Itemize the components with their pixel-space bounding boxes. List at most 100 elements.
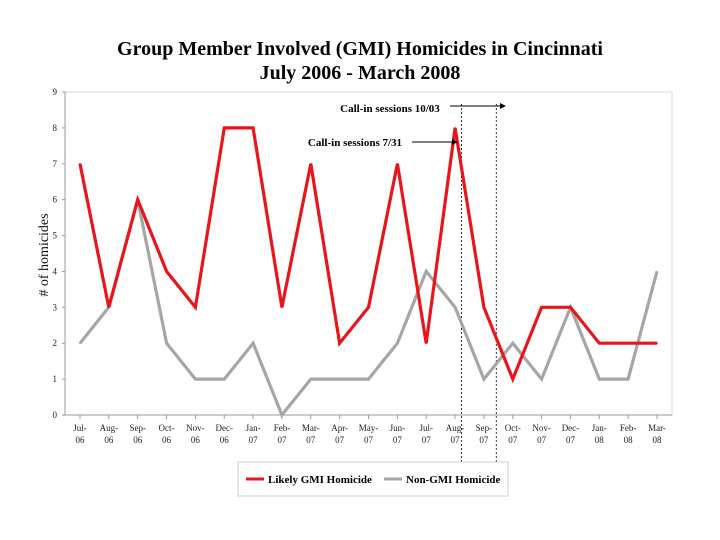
x-tick-label-year-14: 07	[479, 435, 489, 445]
x-tick-label-month-13: Aug-	[446, 423, 465, 433]
point-likely-gmi-3	[165, 270, 168, 273]
x-tick-label-month-20: Mar-	[648, 423, 666, 433]
point-non-gmi-8	[310, 378, 312, 380]
legend-label-non-gmi: Non-GMI Homicide	[406, 474, 501, 486]
x-tick-label-month-8: Mar-	[302, 423, 320, 433]
x-tick-label-year-4: 06	[191, 435, 201, 445]
legend-box	[237, 461, 509, 497]
point-likely-gmi-6	[252, 127, 254, 129]
x-tick-label-year-6: 07	[249, 435, 259, 445]
point-likely-gmi-2	[136, 198, 139, 201]
y-tick-label-0: 0	[53, 410, 58, 420]
point-non-gmi-18	[598, 378, 601, 380]
annotation-call-in-10-03: Call-in sessions 10/03	[340, 103, 506, 115]
point-likely-gmi-1	[108, 306, 110, 309]
point-likely-gmi-13	[454, 127, 456, 129]
chart-title-line-1: Group Member Involved (GMI) Homicides in…	[117, 38, 603, 60]
y-tick-label-6: 6	[53, 195, 58, 205]
point-non-gmi-16	[540, 378, 543, 380]
point-likely-gmi-12	[425, 342, 428, 345]
point-non-gmi-19	[627, 378, 629, 380]
point-non-gmi-4	[194, 378, 197, 380]
x-tick-label-year-3: 06	[162, 435, 172, 445]
x-tick-label-month-14: Sep-	[476, 423, 493, 433]
point-non-gmi-7	[281, 414, 283, 416]
x-tick-label-month-3: Oct-	[159, 423, 175, 433]
y-tick-label-1: 1	[53, 374, 58, 384]
point-likely-gmi-8	[310, 162, 312, 165]
y-tick-label-5: 5	[53, 231, 58, 241]
y-tick-label-9: 9	[53, 87, 58, 97]
x-tick-label-year-2: 06	[133, 435, 143, 445]
annotation-call-in-7-31: Call-in sessions 7/31	[308, 137, 458, 149]
point-non-gmi-9	[338, 378, 341, 380]
x-tick-label-year-11: 07	[393, 435, 403, 445]
x-tick-label-month-2: Sep-	[129, 423, 146, 433]
x-tick-label-year-16: 07	[537, 435, 547, 445]
x-tick-label-month-18: Jan-	[592, 423, 607, 433]
y-axis-label: # of homicides	[37, 213, 52, 296]
x-tick-label-month-4: Nov-	[186, 423, 205, 433]
point-likely-gmi-10	[367, 306, 370, 309]
annotation-arrowhead-10-03	[500, 103, 506, 109]
x-tick-label-year-19: 08	[624, 435, 634, 445]
point-likely-gmi-14	[483, 306, 485, 309]
point-non-gmi-6	[252, 342, 254, 345]
point-likely-gmi-20	[656, 342, 658, 345]
x-tick-label-year-17: 07	[566, 435, 576, 445]
y-tick-label-7: 7	[53, 159, 58, 169]
point-non-gmi-10	[367, 378, 370, 380]
point-likely-gmi-7	[281, 306, 283, 309]
point-non-gmi-14	[483, 378, 485, 380]
x-tick-label-month-12: Jul-	[419, 423, 433, 433]
x-tick-label-month-17: Dec-	[562, 423, 580, 433]
x-tick-label-month-5: Dec-	[216, 423, 234, 433]
point-likely-gmi-11	[396, 162, 399, 165]
x-tick-label-year-1: 06	[104, 435, 114, 445]
point-non-gmi-13	[454, 306, 456, 309]
x-tick-label-year-7: 07	[277, 435, 287, 445]
x-tick-label-month-7: Feb-	[274, 423, 291, 433]
point-non-gmi-15	[511, 342, 514, 345]
chart-title-line-2: July 2006 - March 2008	[260, 62, 461, 84]
y-tick-label-3: 3	[53, 302, 58, 312]
x-tick-label-month-15: Oct-	[505, 423, 521, 433]
x-tick-label-year-10: 07	[364, 435, 374, 445]
legend-label-likely-gmi: Likely GMI Homicide	[268, 474, 372, 486]
point-likely-gmi-5	[223, 127, 226, 129]
point-non-gmi-0	[79, 342, 81, 345]
x-tick-label-month-1: Aug-	[100, 423, 119, 433]
point-non-gmi-11	[396, 342, 399, 345]
point-non-gmi-3	[165, 342, 168, 345]
y-tick-label-8: 8	[53, 123, 58, 133]
annotation-label-10-03: Call-in sessions 10/03	[340, 103, 440, 115]
x-tick-label-year-15: 07	[508, 435, 518, 445]
x-tick-label-month-0: Jul-	[73, 423, 87, 433]
annotation-arrowhead-7-31	[452, 139, 458, 145]
y-tick-label-2: 2	[53, 338, 58, 348]
x-tick-label-month-9: Apr-	[331, 423, 348, 433]
x-axis-ticks: Jul- 06 Aug- 06 Sep- 06 Oct- 06 Nov- 06 Dec- 06 Jan-…	[73, 415, 666, 445]
point-likely-gmi-0	[79, 162, 81, 165]
point-likely-gmi-15	[511, 378, 514, 380]
x-tick-label-month-6: Jan-	[246, 423, 261, 433]
x-tick-label-year-8: 07	[306, 435, 316, 445]
x-tick-label-month-19: Feb-	[620, 423, 637, 433]
x-tick-label-year-20: 08	[653, 435, 663, 445]
x-tick-label-year-13: 07	[451, 435, 461, 445]
point-likely-gmi-18	[598, 342, 601, 345]
x-tick-label-year-5: 06	[220, 435, 230, 445]
x-tick-label-year-9: 07	[335, 435, 345, 445]
point-likely-gmi-17	[569, 306, 572, 309]
x-tick-label-month-10: May-	[359, 423, 379, 433]
x-tick-label-month-11: Jun-	[390, 423, 406, 433]
x-tick-label-year-12: 07	[422, 435, 432, 445]
annotation-label-7-31: Call-in sessions 7/31	[308, 137, 402, 149]
x-tick-label-year-0: 06	[76, 435, 86, 445]
point-likely-gmi-9	[338, 342, 341, 345]
point-likely-gmi-19	[627, 342, 629, 345]
point-likely-gmi-4	[194, 306, 197, 309]
x-tick-label-month-16: Nov-	[532, 423, 551, 433]
y-tick-label-4: 4	[53, 266, 58, 276]
